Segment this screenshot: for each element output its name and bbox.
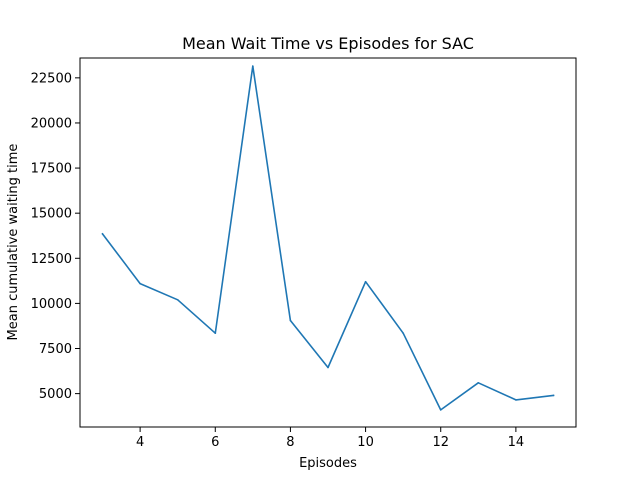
data-point: [477, 381, 480, 384]
data-point: [327, 366, 329, 369]
y-tick-label: 17500: [31, 162, 72, 177]
data-point: [289, 319, 292, 322]
data-point: [364, 280, 367, 283]
x-tick-label: 14: [508, 435, 525, 450]
y-tick-label: 22500: [31, 71, 72, 86]
data-point: [176, 298, 179, 301]
data-point: [515, 399, 517, 401]
data-point: [214, 332, 217, 334]
y-tick-label: 10000: [31, 297, 72, 312]
data-point: [402, 332, 404, 334]
x-tick-label: 12: [432, 435, 449, 450]
x-tick-label: 6: [211, 435, 219, 450]
data-point: [439, 409, 442, 411]
x-axis-label: Episodes: [299, 456, 357, 471]
y-axis-label: Mean cumulative waiting time: [6, 144, 21, 341]
y-tick-label: 12500: [31, 252, 72, 267]
x-tick-label: 4: [136, 435, 144, 450]
data-point: [101, 233, 104, 235]
data-point: [252, 65, 254, 67]
x-tick-label: 8: [286, 435, 294, 450]
y-tick-label: 15000: [31, 207, 72, 222]
x-axis: 4 6 8 10 12 14: [136, 427, 524, 450]
data-point: [139, 282, 141, 285]
y-tick-label: 5000: [39, 387, 72, 402]
y-axis: 5000 7500 10000 12500 15000 17500 20000 22500: [31, 71, 80, 402]
x-tick-label: 10: [357, 435, 374, 450]
data-point: [552, 394, 555, 397]
chart-title: Mean Wait Time vs Episodes for SAC: [182, 34, 474, 53]
y-tick-label: 20000: [31, 116, 72, 131]
y-tick-label: 7500: [39, 342, 72, 357]
plot-frame: [79, 57, 577, 428]
